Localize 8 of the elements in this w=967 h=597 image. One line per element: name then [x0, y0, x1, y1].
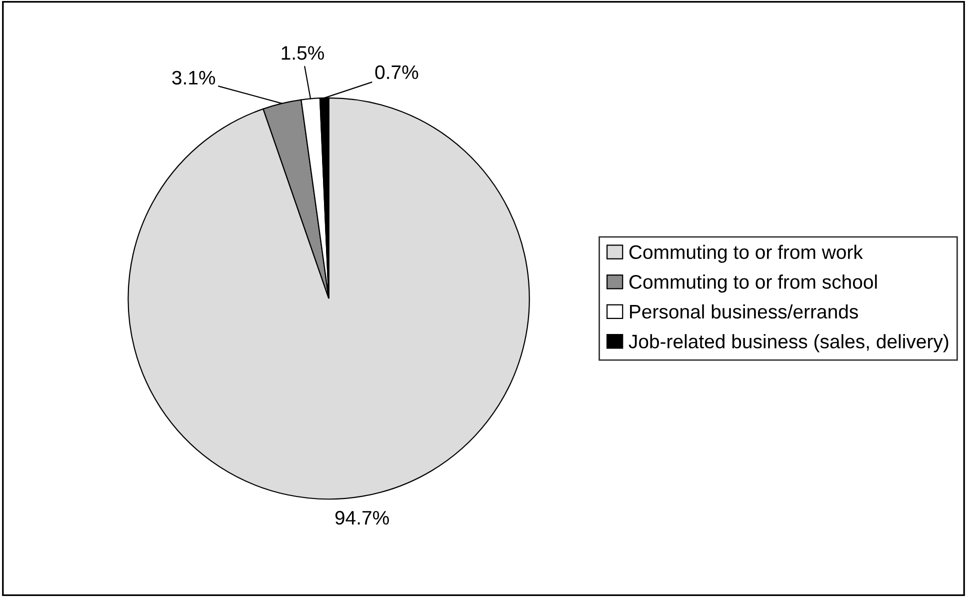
data-label: 94.7%: [335, 510, 389, 525]
legend-label: Job-related business (sales, delivery): [628, 334, 948, 352]
data-label: 3.1%: [172, 70, 216, 85]
legend-label: Commuting to or from school: [629, 274, 877, 293]
data-label: 0.7%: [375, 65, 418, 80]
data-label: 1.5%: [282, 46, 324, 60]
legend-label: Commuting to or from work: [629, 244, 863, 263]
legend-label: Personal business/errands: [630, 304, 858, 319]
